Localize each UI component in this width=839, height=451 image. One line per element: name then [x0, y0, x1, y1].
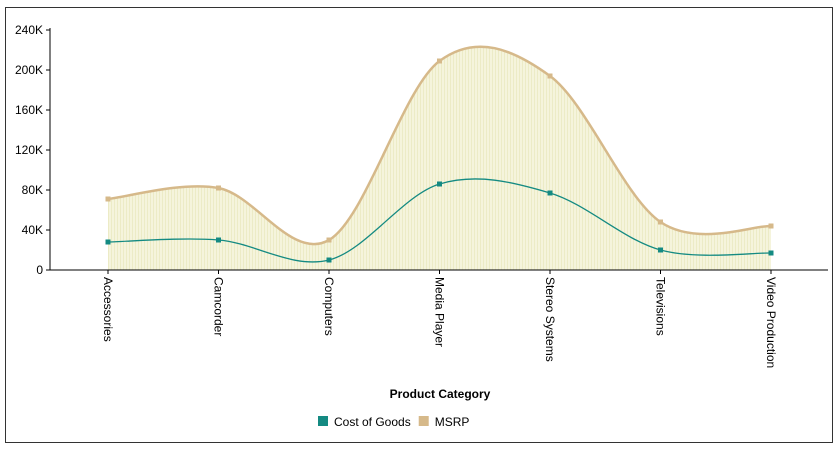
- data-point-cost-of-goods-6[interactable]: [768, 250, 774, 256]
- legend: Cost of Goods MSRP: [318, 415, 469, 429]
- data-point-cost-of-goods-1[interactable]: [216, 237, 221, 243]
- legend-item[interactable]: MSRP: [418, 415, 470, 429]
- legend-label: Cost of Goods: [334, 415, 411, 429]
- x-tick-label: Camcorder: [212, 277, 226, 336]
- legend-swatch: [318, 416, 328, 426]
- data-point-cost-of-goods-4[interactable]: [547, 190, 553, 196]
- y-axis-ticks: 0 40K 80K 120K 160K 200K 240K: [15, 23, 50, 277]
- y-tick-label: 160K: [15, 103, 43, 117]
- data-point-msrp-3[interactable]: [437, 58, 442, 64]
- data-point-msrp-5[interactable]: [658, 219, 663, 225]
- x-tick-label: Accessories: [101, 277, 115, 342]
- x-axis-title: Product Category: [390, 387, 491, 401]
- y-tick-label: 0: [36, 263, 43, 277]
- area-layer: [108, 46, 771, 270]
- y-tick-label: 80K: [22, 183, 43, 197]
- legend-swatch: [418, 416, 429, 426]
- y-tick-label: 200K: [15, 63, 43, 77]
- area-fill: [108, 46, 771, 270]
- data-point-msrp-4[interactable]: [547, 73, 553, 79]
- x-tick-label: Stereo Systems: [543, 277, 557, 362]
- data-point-msrp-0[interactable]: [105, 196, 111, 202]
- data-point-cost-of-goods-0[interactable]: [105, 239, 111, 245]
- legend-item[interactable]: Cost of Goods: [318, 415, 411, 429]
- y-tick-label: 40K: [22, 223, 43, 237]
- data-point-msrp-6[interactable]: [768, 223, 774, 229]
- series-markers: [105, 58, 774, 263]
- x-tick-label: Computers: [322, 277, 336, 336]
- x-tick-label: Televisions: [654, 277, 668, 336]
- data-point-cost-of-goods-5[interactable]: [658, 247, 663, 253]
- data-point-cost-of-goods-3[interactable]: [437, 181, 442, 187]
- data-point-msrp-1[interactable]: [216, 185, 221, 191]
- x-tick-label: Video Production: [764, 277, 778, 368]
- x-axis-ticks: Accessories Camcorder Computers Media Playe…: [101, 270, 778, 368]
- data-point-msrp-2[interactable]: [326, 237, 332, 243]
- x-tick-label: Media Player: [433, 277, 447, 347]
- data-point-cost-of-goods-2[interactable]: [326, 257, 332, 263]
- y-tick-label: 120K: [15, 143, 43, 157]
- y-tick-label: 240K: [15, 23, 43, 37]
- legend-label: MSRP: [435, 415, 470, 429]
